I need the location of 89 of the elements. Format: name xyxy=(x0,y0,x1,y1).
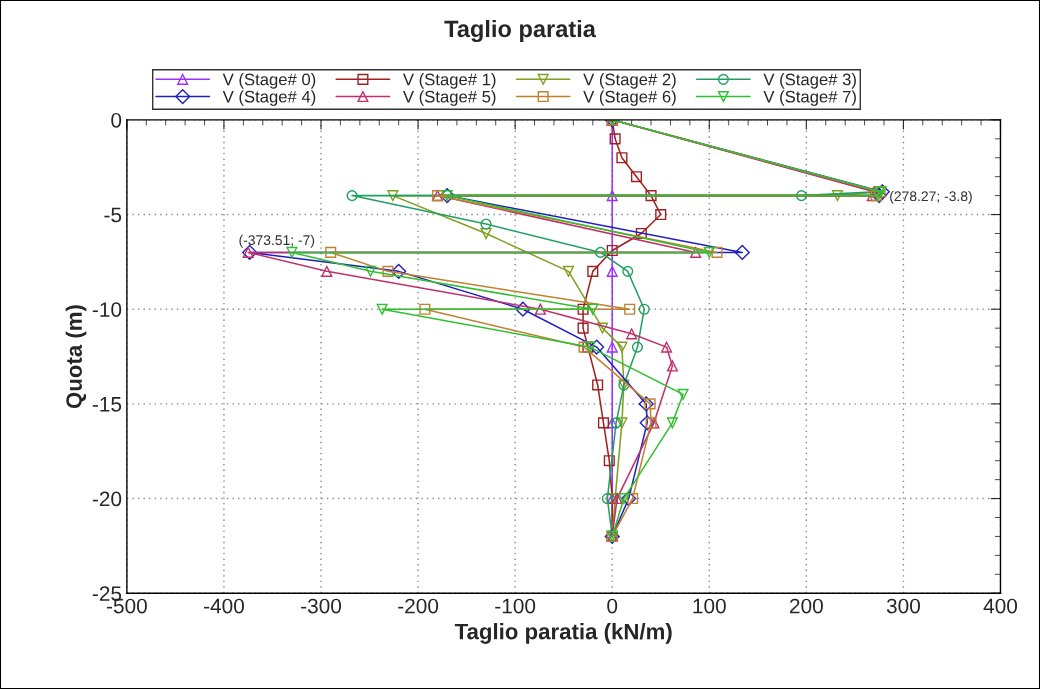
point xyxy=(597,417,610,429)
point xyxy=(589,339,605,355)
x-tick-label: 0 xyxy=(607,598,618,614)
point xyxy=(364,265,377,277)
x-tick-label: -200 xyxy=(398,598,439,614)
point xyxy=(578,341,590,353)
point xyxy=(606,417,618,429)
legend-label: V (Stage# 3) xyxy=(763,73,856,89)
point xyxy=(595,246,607,258)
y-tick-label: -5 xyxy=(104,207,122,223)
point xyxy=(534,303,546,315)
point xyxy=(690,246,702,258)
point xyxy=(626,328,638,340)
point xyxy=(606,244,618,257)
point xyxy=(616,417,628,429)
legend-label: V (Stage# 6) xyxy=(583,90,676,106)
point xyxy=(577,303,589,315)
point xyxy=(606,341,618,353)
point xyxy=(587,303,599,315)
point xyxy=(346,190,358,202)
point xyxy=(631,341,644,353)
legend-label: V (Stage# 4) xyxy=(222,90,316,106)
point xyxy=(622,265,634,277)
annotation: (278.27; -3.8) xyxy=(890,190,972,204)
point xyxy=(606,265,618,277)
point xyxy=(286,246,298,258)
point xyxy=(703,246,715,258)
y-tick-label: -20 xyxy=(92,491,122,507)
y-tick-label: 0 xyxy=(111,112,122,128)
legend-label: V (Stage# 1) xyxy=(402,73,496,89)
x-tick-label: -300 xyxy=(301,598,342,614)
point xyxy=(376,303,388,315)
point xyxy=(645,190,657,202)
point xyxy=(639,415,655,431)
point xyxy=(635,227,647,240)
y-tick-label: -15 xyxy=(92,397,122,412)
point xyxy=(677,388,689,400)
point xyxy=(624,303,636,315)
point xyxy=(321,265,333,277)
point xyxy=(795,190,808,202)
point xyxy=(601,493,613,505)
point xyxy=(610,417,622,429)
point xyxy=(666,360,678,372)
point xyxy=(387,190,399,202)
x-tick-label: 300 xyxy=(886,598,920,614)
legend-label: V (Stage# 0) xyxy=(222,73,316,89)
point xyxy=(711,246,723,258)
point xyxy=(638,396,654,412)
point xyxy=(644,398,656,410)
legend-label: V (Stage# 7) xyxy=(763,90,856,106)
point xyxy=(325,246,337,258)
annotation: (-373.51; -7) xyxy=(239,234,315,248)
point xyxy=(515,301,531,317)
legend-label: V (Stage# 5) xyxy=(402,90,496,106)
legend-label: V (Stage# 2) xyxy=(583,73,676,89)
x-tick-label: -400 xyxy=(204,598,244,614)
point xyxy=(616,341,628,353)
point xyxy=(577,322,589,334)
x-tick-label: -100 xyxy=(495,598,536,614)
point xyxy=(655,208,667,221)
x-tick-label: 200 xyxy=(790,598,823,614)
point xyxy=(627,493,639,505)
point xyxy=(603,455,615,467)
x-axis-title: Taglio paratia (kN/m) xyxy=(454,623,672,644)
point xyxy=(618,493,630,505)
point xyxy=(621,490,637,507)
point xyxy=(391,263,407,279)
point xyxy=(587,265,599,277)
y-axis-title: Quota (m) xyxy=(65,305,87,409)
point xyxy=(592,379,604,391)
y-tick-label: -10 xyxy=(92,302,122,317)
x-tick-label: 400 xyxy=(983,598,1018,614)
point xyxy=(666,417,678,429)
point xyxy=(831,190,843,202)
x-tick-label: 100 xyxy=(693,598,726,614)
point xyxy=(596,322,609,334)
point xyxy=(609,133,621,145)
point xyxy=(661,341,673,353)
point xyxy=(616,152,628,164)
chart-title: Taglio paratia xyxy=(444,19,597,43)
point xyxy=(480,218,492,230)
point xyxy=(630,171,643,183)
point xyxy=(638,303,650,315)
point xyxy=(480,227,492,240)
point xyxy=(419,303,431,315)
point xyxy=(734,244,750,260)
point xyxy=(606,190,618,202)
point xyxy=(382,265,394,277)
point xyxy=(562,265,575,277)
